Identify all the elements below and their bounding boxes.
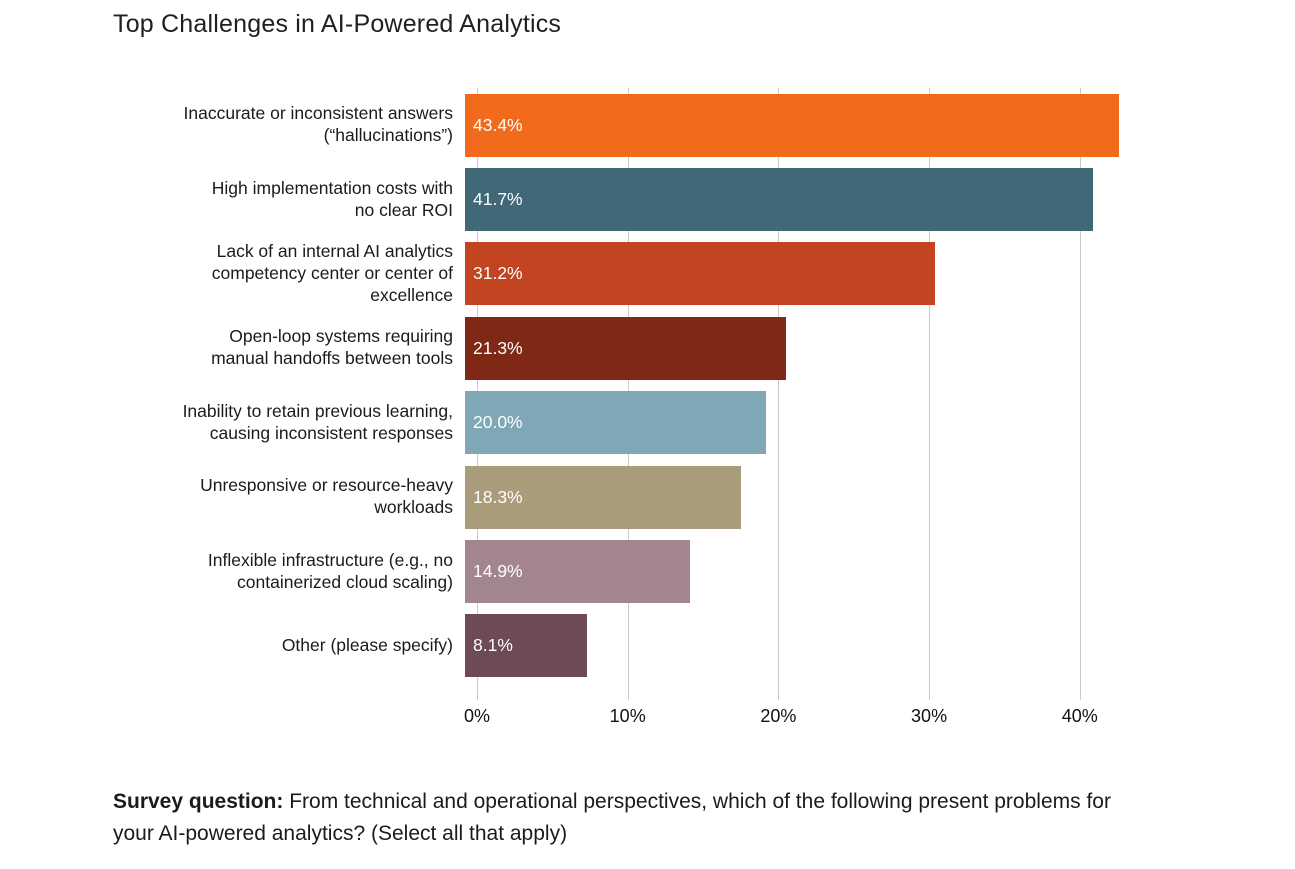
x-tick-label: 20%: [760, 706, 797, 726]
x-tick-label: 0%: [463, 706, 491, 726]
bar-value-label: 31.2%: [473, 263, 523, 284]
bar: 18.3%: [465, 465, 741, 529]
category-label: Open-loop systems requiring manual hando…: [211, 326, 453, 369]
bar-track: 43.4%: [465, 93, 1119, 157]
bar: 41.7%: [465, 168, 1094, 232]
bar-track: 14.9%: [465, 540, 1119, 604]
bar-row: Open-loop systems requiring manual hando…: [113, 311, 1143, 385]
bar-track: 21.3%: [465, 316, 1119, 380]
x-tick-label: 40%: [1061, 706, 1098, 726]
bar-value-label: 21.3%: [473, 337, 523, 358]
bar-row: Inaccurate or inconsistent answers (“hal…: [113, 88, 1143, 162]
bar-row: Lack of an internal AI analytics compete…: [113, 237, 1143, 311]
category-label: Inaccurate or inconsistent answers (“hal…: [183, 103, 453, 146]
bar-value-label: 14.9%: [473, 561, 523, 582]
category-label: Unresponsive or resource-heavy workloads: [200, 475, 453, 518]
bar: 20.0%: [465, 391, 767, 455]
survey-question-label: Survey question:: [113, 790, 284, 813]
bar-value-label: 18.3%: [473, 486, 523, 507]
bar: 43.4%: [465, 93, 1119, 157]
bar-track: 20.0%: [465, 391, 1119, 455]
bar: 8.1%: [465, 614, 588, 678]
chart-title: Top Challenges in AI-Powered Analytics: [113, 10, 562, 38]
bar-value-label: 8.1%: [473, 635, 513, 656]
category-label: High implementation costs with no clear …: [211, 177, 453, 220]
bar-track: 8.1%: [465, 614, 1119, 678]
bar-track: 18.3%: [465, 465, 1119, 529]
bar: 21.3%: [465, 316, 786, 380]
category-label: Lack of an internal AI analytics compete…: [211, 241, 453, 305]
bar: 14.9%: [465, 540, 690, 604]
gridline: [1079, 88, 1081, 700]
x-axis: 0% 10% 20% 30% 40%: [464, 706, 1131, 732]
bar-track: 41.7%: [465, 168, 1119, 232]
bar-rows: Inaccurate or inconsistent answers (“hal…: [113, 88, 1143, 683]
bar-value-label: 41.7%: [473, 189, 523, 210]
gridline: [929, 88, 931, 700]
survey-question-text: From technical and operational perspecti…: [113, 790, 1111, 845]
bar-chart: Inaccurate or inconsistent answers (“hal…: [113, 88, 1143, 726]
category-label: Other (please specify): [281, 634, 453, 655]
bar: 31.2%: [465, 242, 936, 306]
category-label: Inflexible infrastructure (e.g., no cont…: [207, 549, 453, 592]
survey-question: Survey question: From technical and oper…: [113, 786, 1153, 850]
bar-value-label: 43.4%: [473, 114, 523, 135]
bar-row: Other (please specify) 8.1%: [113, 609, 1143, 683]
bar-row: Unresponsive or resource-heavy workloads…: [113, 460, 1143, 534]
bar-row: Inflexible infrastructure (e.g., no cont…: [113, 534, 1143, 608]
gridline: [778, 88, 780, 700]
category-label: Inability to retain previous learning, c…: [182, 400, 453, 443]
bar-track: 31.2%: [465, 242, 1119, 306]
x-tick-label: 30%: [911, 706, 948, 726]
bar-row: High implementation costs with no clear …: [113, 162, 1143, 236]
x-tick-label: 10%: [609, 706, 646, 726]
bar-value-label: 20.0%: [473, 412, 523, 433]
bar-row: Inability to retain previous learning, c…: [113, 386, 1143, 460]
